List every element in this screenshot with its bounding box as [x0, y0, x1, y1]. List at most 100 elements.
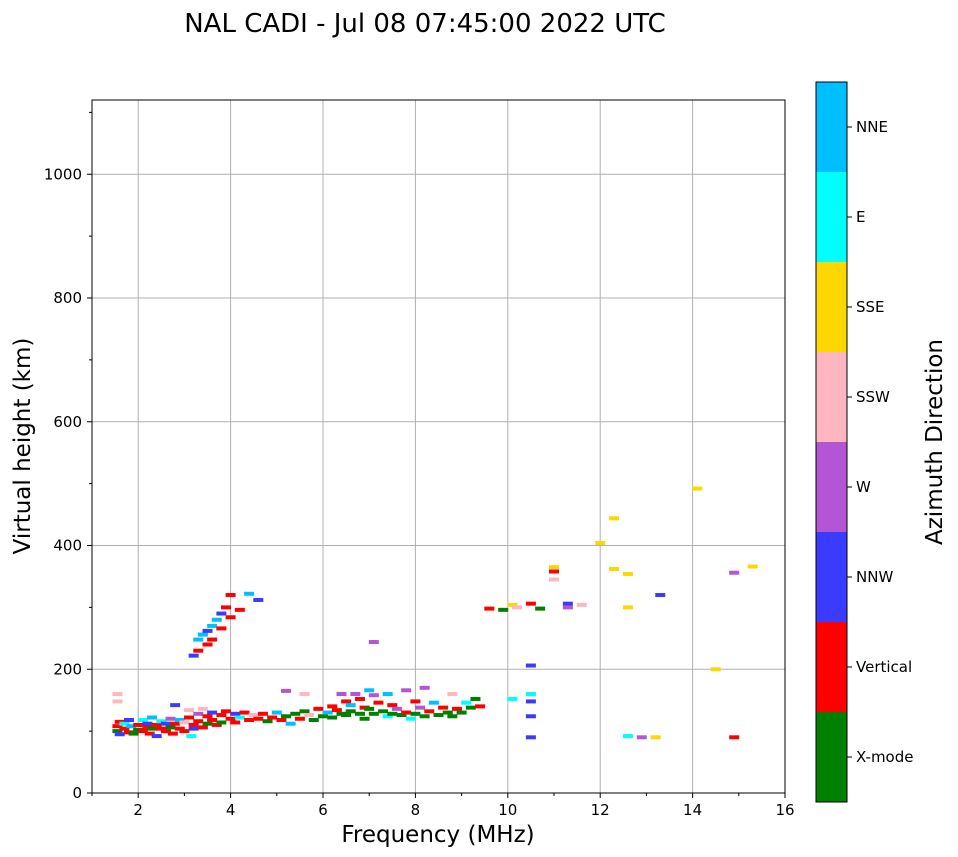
data-point [220, 605, 231, 610]
data-point [119, 726, 130, 731]
data-point [382, 692, 393, 696]
data-point [147, 715, 158, 720]
data-point [692, 486, 703, 491]
data-point [327, 715, 338, 720]
data-point [230, 711, 241, 716]
data-point [382, 714, 393, 719]
data-point [484, 606, 495, 611]
y-tick-label: 600 [53, 413, 82, 431]
colorbar-segment [816, 532, 847, 622]
data-point [112, 729, 123, 734]
data-point [186, 734, 197, 739]
y-tick-label: 800 [53, 289, 82, 307]
data-point [193, 711, 204, 716]
plot-area [92, 100, 785, 793]
data-point [456, 710, 467, 715]
y-axis: 0 200 400 600 800 1000 [44, 111, 92, 802]
data-point [142, 721, 153, 726]
data-point [202, 642, 213, 647]
data-point [114, 732, 125, 737]
colorbar-tick-label: Vertical [856, 658, 912, 676]
data-point [167, 731, 178, 736]
x-tick-label: 6 [318, 801, 328, 819]
colorbar-segment [816, 442, 847, 532]
grid [92, 100, 785, 794]
data-point [193, 719, 204, 724]
data-point [262, 719, 273, 724]
data-point [299, 692, 310, 696]
colorbar-label: Azimuth Direction [922, 339, 948, 545]
data-point [165, 716, 176, 721]
data-point [202, 628, 213, 633]
data-point [622, 605, 633, 610]
data-point [188, 726, 199, 731]
data-point [244, 591, 255, 596]
data-point [156, 719, 167, 724]
data-point [465, 705, 476, 710]
data-point [271, 710, 282, 715]
data-point [341, 713, 352, 718]
data-point [197, 706, 208, 711]
data-point [220, 709, 231, 714]
data-point [112, 692, 123, 696]
data-point [211, 722, 222, 727]
data-point [364, 688, 375, 693]
data-point [729, 735, 740, 740]
x-tick-label: 12 [591, 801, 610, 819]
colorbar-segment [816, 262, 847, 352]
data-point [609, 516, 620, 521]
data-point [354, 711, 365, 716]
colorbar-segment [816, 172, 847, 262]
data-point [433, 713, 444, 718]
data-point [165, 725, 176, 730]
colorbar-frame [815, 81, 848, 803]
data-point [184, 708, 195, 713]
y-tick-label: 400 [53, 537, 82, 555]
data-point [405, 716, 416, 721]
x-tick-label: 4 [226, 801, 236, 819]
data-point [179, 720, 190, 725]
data-point [112, 724, 123, 729]
y-axis-label: Virtual height (km) [10, 338, 36, 555]
data-point [207, 710, 218, 715]
data-point [253, 597, 264, 602]
data-point [216, 713, 227, 718]
x-axis-label: Frequency (MHz) [341, 822, 534, 848]
data-point [378, 709, 389, 714]
data-point [410, 711, 421, 716]
y-tick-label: 0 [72, 784, 82, 802]
data-point [364, 706, 375, 711]
data-point [345, 703, 356, 708]
y-tick-label: 200 [53, 660, 82, 678]
data-point [655, 593, 666, 597]
x-tick-label: 14 [683, 801, 702, 819]
colorbar-segment [816, 82, 847, 172]
data-point [401, 710, 412, 715]
colorbar-legend: X-mode Vertical NNW W SSW SSE E NNE [815, 81, 913, 803]
data-point [253, 716, 264, 721]
data-point [341, 699, 352, 704]
data-point [126, 724, 137, 729]
data-point [225, 716, 236, 721]
data-point [267, 715, 278, 720]
data-point [188, 722, 199, 727]
data-point [428, 700, 439, 705]
colorbar-tick-label: W [856, 478, 871, 496]
data-point [137, 717, 148, 722]
data-point [239, 710, 250, 715]
data-point [151, 722, 162, 727]
data-point [193, 648, 204, 653]
x-tick-label: 10 [498, 801, 517, 819]
data-point [230, 720, 241, 725]
colorbar-tick-label: X-mode [856, 748, 913, 766]
data-point [549, 565, 559, 570]
data-point [419, 685, 430, 690]
data-point [470, 696, 481, 701]
data-point [535, 606, 546, 611]
colorbar-tick-label: SSW [856, 388, 890, 406]
data-point [294, 716, 305, 721]
data-point [244, 717, 255, 722]
data-point [290, 711, 301, 716]
data-point [151, 734, 162, 739]
